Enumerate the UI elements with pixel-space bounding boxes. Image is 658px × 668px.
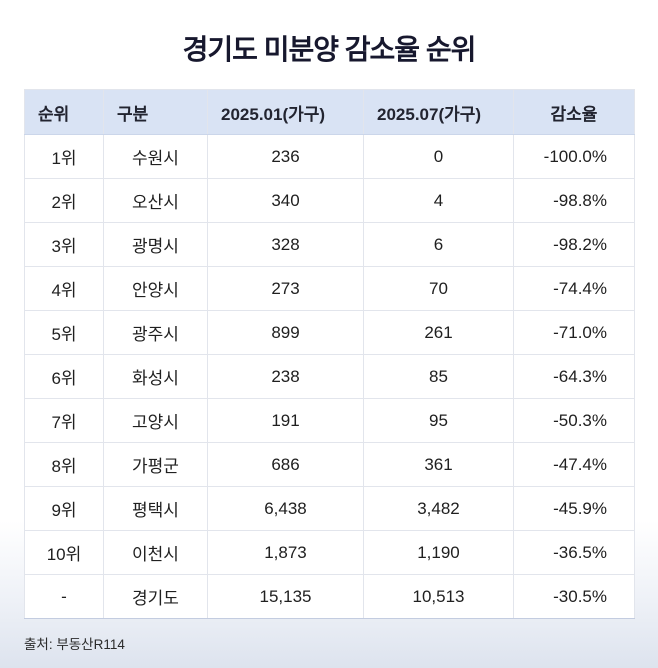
rank-cell: 4위 <box>24 266 104 311</box>
table-row: 3위 광명시 328 6 -98.2% <box>24 222 635 267</box>
region-cell: 오산시 <box>103 178 208 223</box>
rank-cell: 10위 <box>24 530 104 575</box>
value-jul-cell: 361 <box>363 442 514 487</box>
rate-cell: -36.5% <box>513 530 635 575</box>
rate-cell: -64.3% <box>513 354 635 399</box>
value-jul-cell: 261 <box>363 310 514 355</box>
table-row: 2위 오산시 340 4 -98.8% <box>24 178 635 223</box>
table-row: 1위 수원시 236 0 -100.0% <box>24 134 635 179</box>
rate-cell: -45.9% <box>513 486 635 531</box>
rank-cell: 2위 <box>24 178 104 223</box>
value-jul-cell: 70 <box>363 266 514 311</box>
region-cell: 광주시 <box>103 310 208 355</box>
value-jan-cell: 899 <box>207 310 364 355</box>
rank-cell: 5위 <box>24 310 104 355</box>
value-jul-cell: 95 <box>363 398 514 443</box>
table-row: 6위 화성시 238 85 -64.3% <box>24 354 635 399</box>
value-jan-cell: 6,438 <box>207 486 364 531</box>
value-jan-cell: 328 <box>207 222 364 267</box>
value-jan-cell: 686 <box>207 442 364 487</box>
region-cell: 가평군 <box>103 442 208 487</box>
value-jan-cell: 238 <box>207 354 364 399</box>
region-cell: 수원시 <box>103 134 208 179</box>
value-jan-cell: 273 <box>207 266 364 311</box>
rate-cell: -98.2% <box>513 222 635 267</box>
value-jul-cell: 0 <box>363 134 514 179</box>
rank-cell: 8위 <box>24 442 104 487</box>
column-header-jul2025: 2025.07(가구) <box>363 89 514 135</box>
rate-cell: -71.0% <box>513 310 635 355</box>
rank-cell: 9위 <box>24 486 104 531</box>
region-cell: 경기도 <box>103 574 208 619</box>
value-jul-cell: 4 <box>363 178 514 223</box>
region-cell: 고양시 <box>103 398 208 443</box>
rank-cell: 6위 <box>24 354 104 399</box>
region-cell: 광명시 <box>103 222 208 267</box>
source-note: 출처: 부동산R114 <box>24 637 125 652</box>
region-cell: 이천시 <box>103 530 208 575</box>
value-jan-cell: 340 <box>207 178 364 223</box>
column-header-jan2025: 2025.01(가구) <box>207 89 364 135</box>
rank-cell: 1위 <box>24 134 104 179</box>
table-row: 8위 가평군 686 361 -47.4% <box>24 442 635 487</box>
value-jul-cell: 10,513 <box>363 574 514 619</box>
region-cell: 평택시 <box>103 486 208 531</box>
value-jan-cell: 15,135 <box>207 574 364 619</box>
table-body: 1위 수원시 236 0 -100.0% 2위 오산시 340 4 -98.8% 3위 광명시 328 6… <box>24 134 635 619</box>
table-row: 10위 이천시 1,873 1,190 -36.5% <box>24 530 635 575</box>
rate-cell: -30.5% <box>513 574 635 619</box>
rate-cell: -47.4% <box>513 442 635 487</box>
column-header-rate: 감소율 <box>513 89 635 135</box>
value-jul-cell: 85 <box>363 354 514 399</box>
region-cell: 안양시 <box>103 266 208 311</box>
column-header-rank: 순위 <box>24 89 104 135</box>
column-header-region: 구분 <box>103 89 208 135</box>
rate-cell: -100.0% <box>513 134 635 179</box>
table-header-row: 순위 구분 2025.01(가구) 2025.07(가구) 감소율 <box>24 89 635 135</box>
rank-cell: 3위 <box>24 222 104 267</box>
table-row: - 경기도 15,135 10,513 -30.5% <box>24 574 635 619</box>
rank-cell: - <box>24 574 104 619</box>
table-row: 7위 고양시 191 95 -50.3% <box>24 398 635 443</box>
value-jul-cell: 3,482 <box>363 486 514 531</box>
value-jan-cell: 236 <box>207 134 364 179</box>
table-row: 4위 안양시 273 70 -74.4% <box>24 266 635 311</box>
region-cell: 화성시 <box>103 354 208 399</box>
rank-cell: 7위 <box>24 398 104 443</box>
value-jan-cell: 191 <box>207 398 364 443</box>
page-title: 경기도 미분양 감소율 순위 <box>182 34 477 65</box>
table-row: 5위 광주시 899 261 -71.0% <box>24 310 635 355</box>
value-jan-cell: 1,873 <box>207 530 364 575</box>
value-jul-cell: 1,190 <box>363 530 514 575</box>
ranking-table: 순위 구분 2025.01(가구) 2025.07(가구) 감소율 1위 수원시 2… <box>24 89 635 619</box>
value-jul-cell: 6 <box>363 222 514 267</box>
rate-cell: -98.8% <box>513 178 635 223</box>
table-row: 9위 평택시 6,438 3,482 -45.9% <box>24 486 635 531</box>
rate-cell: -74.4% <box>513 266 635 311</box>
rate-cell: -50.3% <box>513 398 635 443</box>
